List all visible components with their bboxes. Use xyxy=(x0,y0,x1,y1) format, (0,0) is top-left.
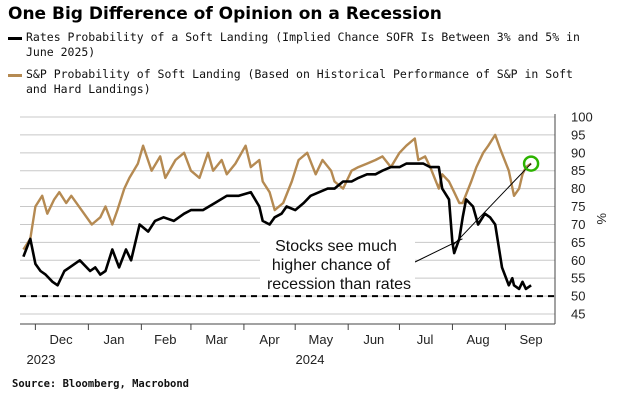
y-tick-label: 55 xyxy=(571,271,585,286)
y-tick-label: 100 xyxy=(571,110,593,125)
annotation-text-line: recession than rates xyxy=(267,276,411,293)
annotation: Stocks see much higher chance of recession… xyxy=(260,155,540,295)
legend-label-rates: Rates Probability of a Soft Landing (Imp… xyxy=(26,30,580,59)
y-tick-label: 50 xyxy=(571,289,585,304)
x-tick-label: Jan xyxy=(104,332,125,347)
annotation-line xyxy=(452,163,532,247)
x-tick-label: Jul xyxy=(417,332,434,347)
y-tick-label: 75 xyxy=(571,199,585,214)
chart-svg: Stocks see much higher chance of recession… xyxy=(20,110,609,368)
series-lines xyxy=(22,133,532,291)
y-tick-label: 65 xyxy=(571,235,585,250)
x-tick-label: Mar xyxy=(205,332,228,347)
y-tick-label: 70 xyxy=(571,217,585,232)
tick-labels: 100 95 90 85 80 75 70 65 60 55 50 45% Dec Jan Feb Mar Ap… xyxy=(27,110,609,368)
y-tick-label: 95 xyxy=(571,127,585,142)
x-tick-label: Jun xyxy=(363,332,384,347)
y-tick-label: 80 xyxy=(571,181,585,196)
x-tick-label: Sep xyxy=(520,332,543,347)
legend-swatch-rates xyxy=(8,37,22,40)
y-tick-label: 90 xyxy=(571,145,585,160)
y-tick-label: 85 xyxy=(571,163,585,178)
annotation-connector xyxy=(414,238,463,263)
annotation-text-line: Stocks see much xyxy=(275,238,397,255)
x-tick-label: Feb xyxy=(154,332,176,347)
x-tick-label: Aug xyxy=(467,332,490,347)
x-tick-label: May xyxy=(309,332,334,347)
axes xyxy=(20,114,556,330)
legend-label-sp: S&P Probability of Soft Landing (Based o… xyxy=(26,67,573,96)
y-tick-label: 60 xyxy=(571,253,585,268)
y-axis-unit: % xyxy=(594,213,609,225)
x-tick-label: Dec xyxy=(49,332,73,347)
legend-swatch-sp xyxy=(8,74,22,77)
y-tick-label: 45 xyxy=(571,307,585,322)
year-label: 2023 xyxy=(27,352,56,367)
x-tick-label: Apr xyxy=(259,332,280,347)
annotation-text-line: higher chance of xyxy=(272,257,391,274)
rates-series-line xyxy=(22,162,532,291)
sp-series-line xyxy=(22,133,532,251)
year-label: 2024 xyxy=(296,352,325,367)
annotation-background xyxy=(260,235,415,295)
source-note: Source: Bloomberg, Macrobond xyxy=(12,378,190,390)
chart-title: One Big Difference of Opinion on a Reces… xyxy=(8,4,442,24)
highlight-circle-marker xyxy=(522,155,540,172)
